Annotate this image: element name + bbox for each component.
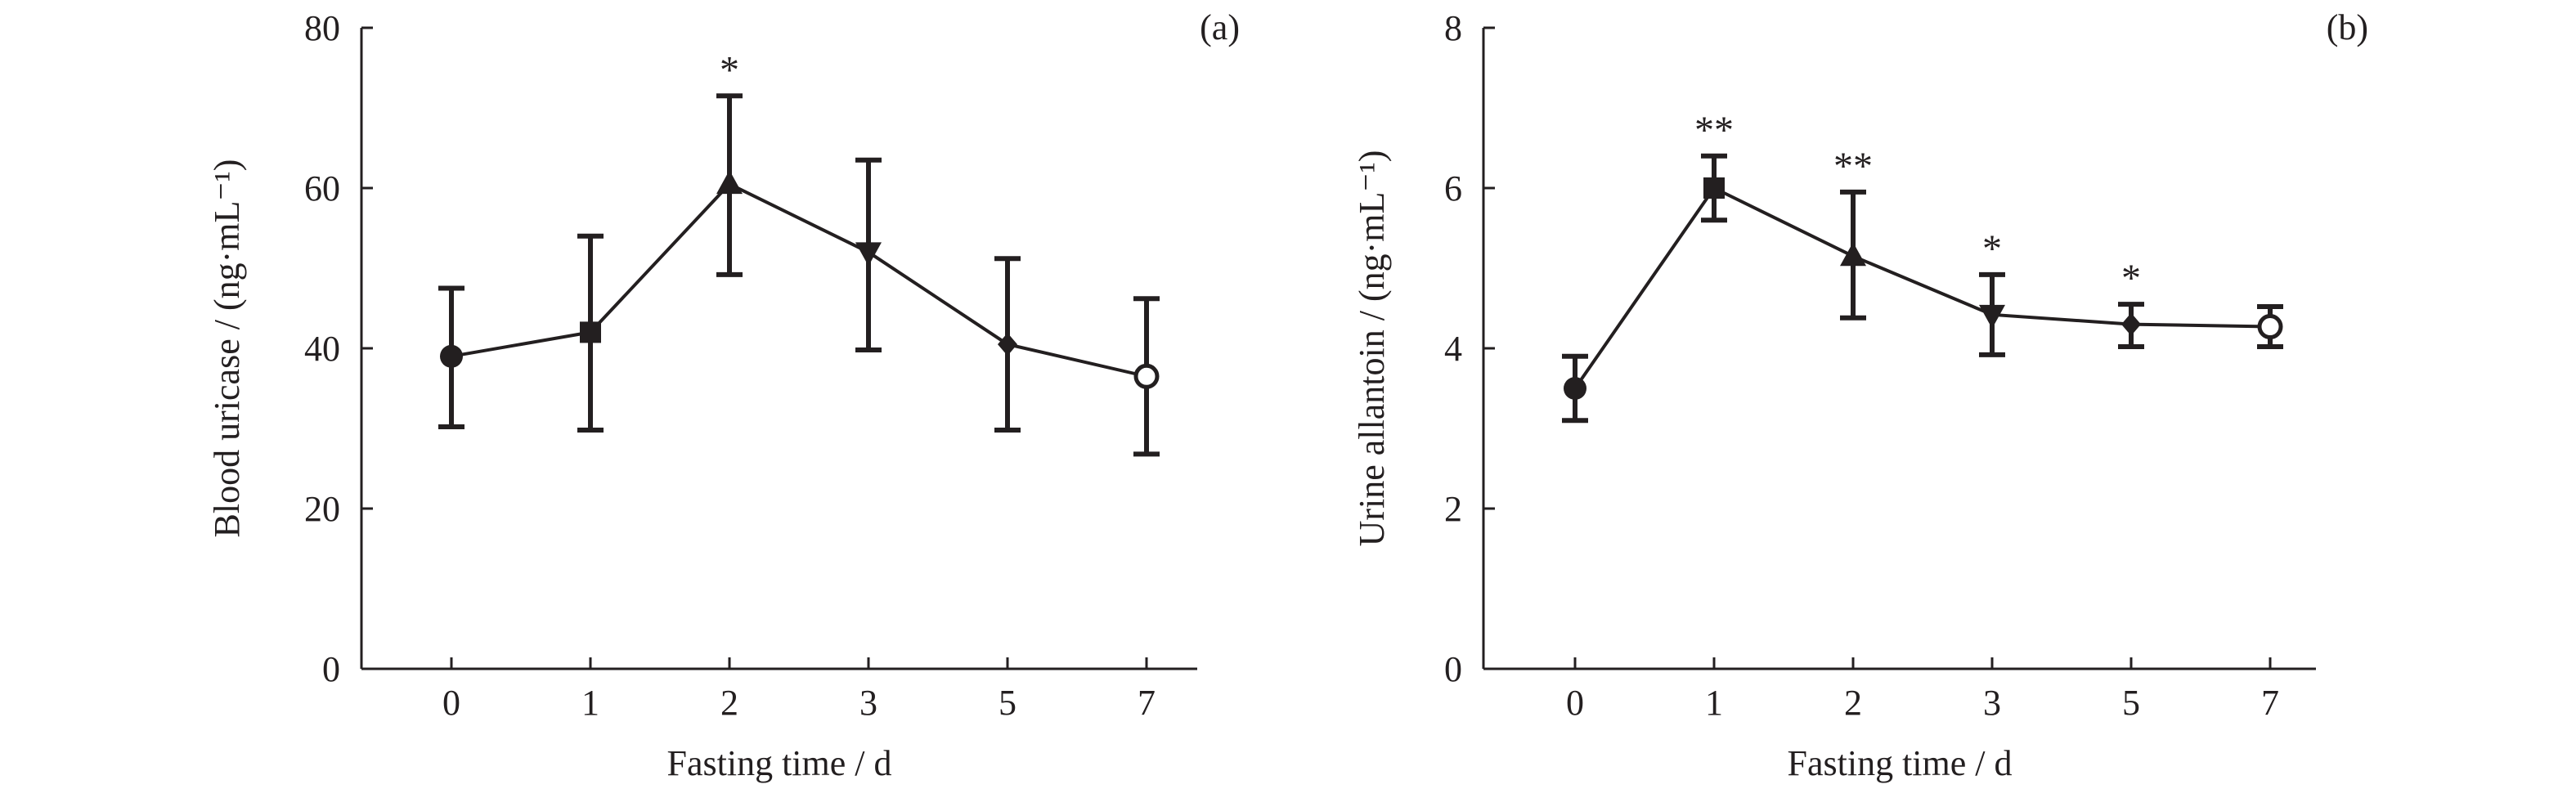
x-tick-label: 7 [2261, 683, 2279, 723]
data-point [1979, 304, 2005, 329]
data-point [998, 333, 1017, 356]
data-point [855, 242, 882, 267]
y-axis-title: Blood uricase / (ng·mL⁻¹) [207, 159, 247, 538]
data-point [1133, 363, 1160, 389]
significance-label: * [2121, 257, 2141, 300]
y-tick-label: 0 [1444, 649, 1462, 689]
data-point [1703, 177, 1725, 199]
x-tick-label: 3 [1983, 683, 2001, 723]
y-tick-label: 80 [304, 8, 340, 48]
x-axis-title: Fasting time / d [667, 743, 892, 783]
data-point [2121, 312, 2141, 336]
data-point [580, 321, 601, 343]
y-tick-label: 6 [1444, 168, 1462, 208]
significance-label: * [720, 48, 739, 92]
x-tick-label: 5 [2122, 683, 2140, 723]
x-tick-label: 0 [1566, 683, 1584, 723]
data-point [440, 344, 463, 368]
y-tick-label: 20 [304, 489, 340, 529]
significance-label: ** [1694, 109, 1734, 152]
panel-b: 0 2 4 6 8 0 1 2 3 5 7 Fasting time / d Urine allanto… [1352, 7, 2368, 783]
series-line [451, 182, 1147, 379]
x-tick-label: 1 [581, 683, 599, 723]
panel-label: (b) [2327, 7, 2368, 47]
x-tick-label: 5 [999, 683, 1016, 723]
data-point [1840, 242, 1866, 267]
x-tick-label: 7 [1138, 683, 1156, 723]
y-axis-title: Urine allantoin / (ng·mL⁻¹) [1352, 150, 1392, 547]
x-axis-title: Fasting time / d [1788, 743, 2013, 783]
y-tick-label: 0 [322, 649, 340, 689]
significance-label: ** [1833, 145, 1873, 188]
significance-label: * [1982, 227, 2002, 271]
panel-label: (a) [1200, 7, 1240, 47]
y-tick-label: 40 [304, 329, 340, 369]
y-tick-label: 2 [1444, 489, 1462, 529]
x-tick-label: 1 [1705, 683, 1723, 723]
panel-a: 0 20 40 60 80 0 1 2 3 5 7 Fasting time / d Blood uri… [207, 7, 1240, 783]
data-point [1564, 377, 1586, 400]
data-point [716, 170, 743, 195]
data-point [2257, 314, 2283, 340]
x-tick-label: 3 [859, 683, 877, 723]
x-tick-label: 2 [1844, 683, 1862, 723]
y-tick-label: 60 [304, 168, 340, 208]
x-tick-label: 0 [442, 683, 460, 723]
y-tick-label: 8 [1444, 8, 1462, 48]
y-tick-label: 4 [1444, 329, 1462, 369]
x-tick-label: 2 [720, 683, 738, 723]
series-line [1573, 186, 2271, 390]
